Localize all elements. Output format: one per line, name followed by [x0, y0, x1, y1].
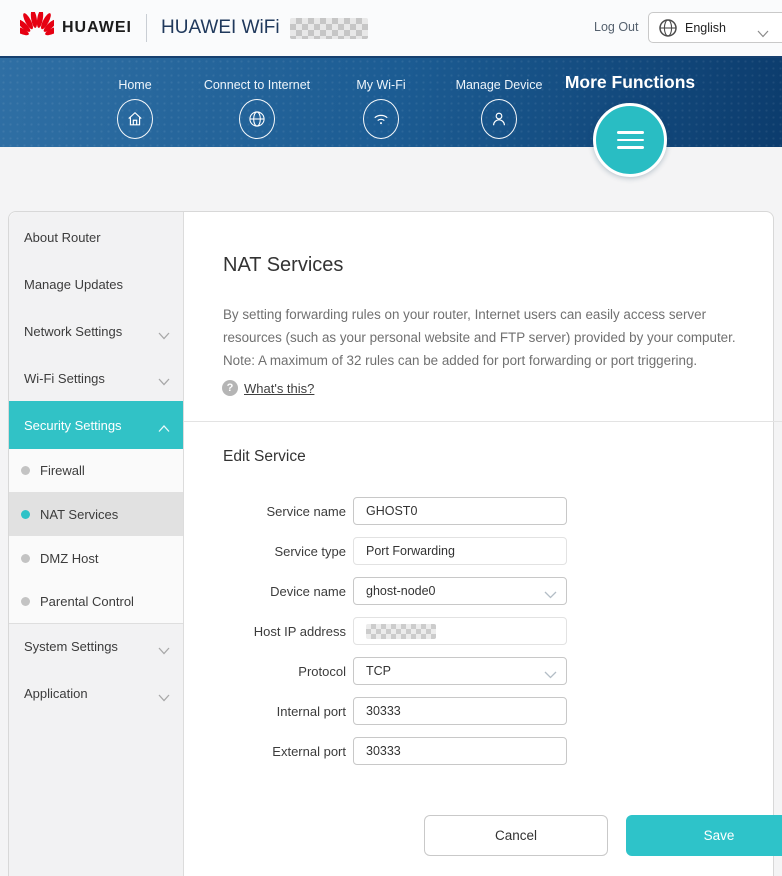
product-title: HUAWEI WiFi: [161, 17, 280, 38]
page-description: By setting forwarding rules on your rout…: [223, 307, 736, 368]
main-nav: Home Connect to Internet My Wi-Fi: [0, 58, 782, 147]
page-title: NAT Services: [223, 254, 344, 276]
brand-area: HUAWEI HUAWEI WiFi: [14, 0, 368, 56]
save-button[interactable]: Save: [626, 815, 782, 856]
form-row-host-ip: Host IP address: [184, 617, 775, 645]
form-row-service-type: Service type Port Forwarding: [184, 537, 775, 565]
sidebar-item-security-settings[interactable]: Security Settings: [9, 401, 183, 449]
sidebar-item-network-settings[interactable]: Network Settings: [9, 308, 183, 355]
service-type-field: Port Forwarding: [353, 537, 567, 565]
person-icon: [481, 99, 517, 139]
logout-link[interactable]: Log Out: [594, 20, 639, 34]
tab-more-functions[interactable]: More Functions: [564, 72, 696, 92]
main-content: NAT Services By setting forwarding rules…: [184, 212, 782, 876]
language-value: English: [685, 20, 726, 35]
more-functions-menu-button[interactable]: [593, 103, 667, 177]
language-selector[interactable]: English: [648, 12, 782, 43]
chevron-down-icon: [544, 588, 557, 602]
chevron-up-icon: [158, 421, 170, 436]
redacted-host-ip: [366, 623, 436, 639]
tab-connect-to-internet[interactable]: Connect to Internet: [187, 78, 327, 139]
chevron-down-icon: [158, 374, 170, 389]
internet-globe-icon: [239, 99, 275, 139]
header: HUAWEI HUAWEI WiFi Log Out English: [0, 0, 782, 58]
sidebar-item-dmz-host[interactable]: DMZ Host: [9, 536, 183, 580]
form-row-external-port: External port: [184, 737, 775, 765]
service-name-input[interactable]: [353, 497, 567, 525]
home-icon: [117, 99, 153, 139]
device-name-select[interactable]: ghost-node0: [353, 577, 567, 605]
form-row-service-name: Service name: [184, 497, 775, 525]
edit-service-title: Edit Service: [223, 448, 306, 465]
form-row-protocol: Protocol TCP: [184, 657, 775, 685]
form-row-device-name: Device name ghost-node0: [184, 577, 775, 605]
chevron-down-icon: [757, 25, 769, 43]
header-divider: [146, 14, 147, 42]
settings-panel: About Router Manage Updates Network Sett…: [8, 211, 782, 876]
brand-name: HUAWEI: [62, 19, 132, 36]
sidebar-item-firewall[interactable]: Firewall: [9, 449, 183, 492]
huawei-logo-icon: [14, 9, 60, 44]
sidebar-item-manage-updates[interactable]: Manage Updates: [24, 277, 124, 292]
chevron-down-icon: [158, 643, 170, 658]
host-ip-input[interactable]: [353, 617, 567, 645]
sidebar-item-parental-control[interactable]: Parental Control: [9, 580, 183, 623]
sidebar-item-system-settings[interactable]: System Settings: [9, 623, 183, 670]
sidebar-item-about-router[interactable]: About Router: [24, 230, 101, 245]
tab-my-wifi[interactable]: My Wi-Fi: [311, 78, 451, 139]
tab-home[interactable]: Home: [65, 78, 205, 139]
tab-manage-device[interactable]: Manage Device: [429, 78, 569, 139]
chevron-down-icon: [544, 668, 557, 682]
sidebar-divider: [9, 623, 183, 624]
sidebar: About Router Manage Updates Network Sett…: [9, 212, 184, 876]
question-mark-icon: ?: [222, 380, 238, 396]
security-submenu-background: [9, 449, 183, 623]
chevron-down-icon: [158, 690, 170, 705]
protocol-select[interactable]: TCP: [353, 657, 567, 685]
redacted-product-suffix: [289, 17, 368, 39]
wifi-icon: [363, 99, 399, 139]
sidebar-item-application[interactable]: Application: [9, 670, 183, 717]
chevron-down-icon: [158, 328, 170, 343]
form-row-internal-port: Internal port: [184, 697, 775, 725]
cancel-button[interactable]: Cancel: [424, 815, 608, 856]
sidebar-item-wifi-settings[interactable]: Wi-Fi Settings: [9, 355, 183, 401]
whats-this-link[interactable]: ? What's this?: [222, 380, 314, 396]
external-port-input[interactable]: [353, 737, 567, 765]
globe-icon: [658, 18, 678, 43]
internal-port-input[interactable]: [353, 697, 567, 725]
sidebar-item-nat-services[interactable]: NAT Services: [9, 492, 183, 536]
section-divider: [184, 421, 782, 422]
